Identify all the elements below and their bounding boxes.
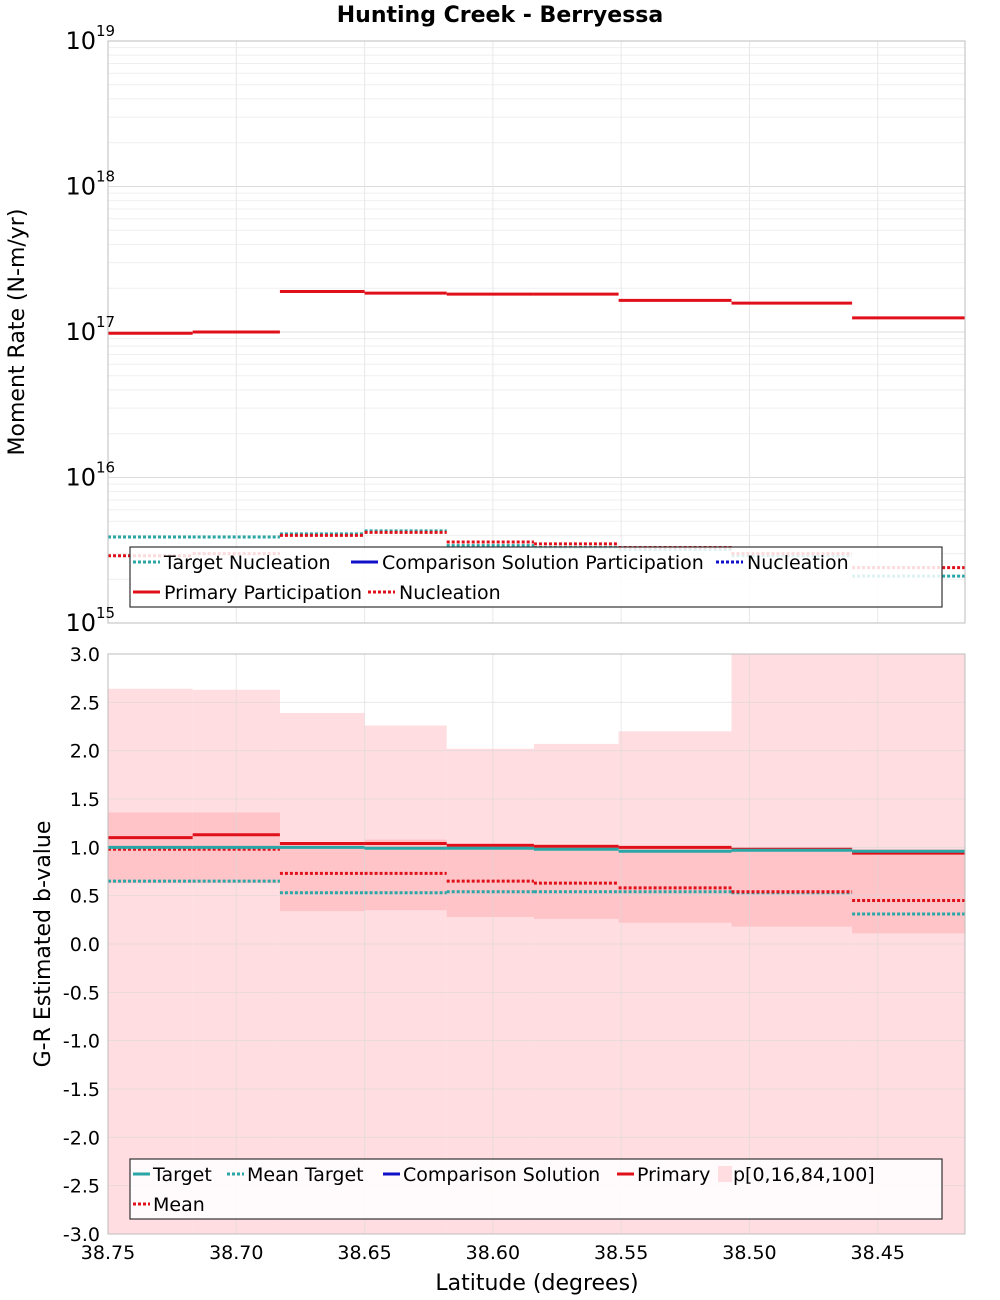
y-tick-exp: 18 (96, 168, 115, 186)
y-tick-base: 10 (65, 318, 96, 346)
y-tick-label: 10 17 (65, 313, 115, 346)
percentile-band-outer (533, 743, 619, 1234)
chart-title: Hunting Creek - Berryessa (337, 3, 663, 28)
y-tick-label: 1.5 (70, 789, 100, 811)
legend-label: Mean (153, 1194, 205, 1216)
legend-label: Target (152, 1164, 212, 1186)
y-tick-exp: 19 (96, 22, 115, 40)
y-tick-label: 2.0 (70, 741, 100, 763)
legend-frame (129, 546, 943, 608)
percentile-band-inner (279, 842, 365, 912)
y-tick-label: 10 16 (65, 459, 115, 492)
y-tick-label: 10 18 (65, 168, 115, 201)
y-tick-exp: 17 (96, 313, 115, 331)
legend-label: Comparison Solution (403, 1164, 600, 1186)
moment-rate-ylabel: Moment Rate (N-m/yr) (5, 209, 30, 456)
y-tick-label: 0.0 (70, 934, 100, 956)
y-tick-label: 10 19 (65, 22, 115, 55)
moment-rate-legend: Target Nucleation Comparison Solution Par… (129, 546, 943, 608)
y-tick-label: 10 15 (65, 604, 115, 637)
percentile-band-outer (364, 725, 447, 1234)
x-tick-label: 38.50 (722, 1242, 776, 1264)
y-tick-exp: 15 (96, 604, 115, 622)
y-tick-label: -0.5 (63, 982, 100, 1004)
percentile-band-inner (852, 849, 965, 934)
y-tick-base: 10 (65, 464, 96, 492)
percentile-band-outer (108, 688, 193, 1234)
b-value-panel: 3.0 2.5 2.0 1.5 1.0 0.5 0.0 -0.5 -1.0 -1.5 -2.0 -2.… (31, 644, 966, 1296)
b-value-legend: Target Mean Target Comparison Solution Prim… (129, 1158, 943, 1220)
latitude-xlabel: Latitude (degrees) (435, 1271, 638, 1296)
legend-swatch (718, 1166, 732, 1182)
x-tick-label: 38.70 (209, 1242, 263, 1264)
y-tick-label: 0.5 (70, 886, 100, 908)
y-tick-label: -2.5 (63, 1176, 100, 1198)
y-tick-exp: 16 (96, 459, 115, 477)
legend-label: Primary Participation (164, 582, 362, 604)
legend-frame (129, 1158, 943, 1220)
y-tick-label: 3.0 (70, 644, 100, 666)
x-tick-label: 38.60 (466, 1242, 520, 1264)
percentile-band-inner (731, 848, 853, 927)
x-tick-label: 38.75 (81, 1242, 135, 1264)
percentile-band-inner (618, 846, 732, 923)
y-tick-base: 10 (65, 27, 96, 55)
y-tick-label: -1.5 (63, 1079, 100, 1101)
y-tick-base: 10 (65, 609, 96, 637)
percentile-band-outer (279, 712, 365, 1234)
y-tick-label: -1.0 (63, 1031, 100, 1053)
b-value-plot-frame (107, 653, 966, 1235)
y-tick-label: 2.5 (70, 692, 100, 714)
moment-rate-grid (107, 41, 965, 624)
percentile-band-outer (446, 748, 534, 1234)
x-tick-label: 38.55 (594, 1242, 648, 1264)
b-value-ylabel: G-R Estimated b-value (31, 821, 56, 1068)
legend-label: Nucleation (747, 552, 849, 574)
moment-rate-plot-frame (107, 40, 966, 624)
x-tick-label: 38.65 (337, 1242, 391, 1264)
percentile-band-outer (618, 731, 732, 1234)
legend-label: p[0,16,84,100] (733, 1164, 875, 1186)
legend-label: Nucleation (399, 582, 501, 604)
y-tick-base: 10 (65, 173, 96, 201)
y-tick-label: -2.0 (63, 1127, 100, 1149)
legend-label: Primary (637, 1164, 710, 1186)
legend-label: Mean Target (247, 1164, 364, 1186)
x-tick-label: 38.45 (851, 1242, 905, 1264)
y-tick-label: 1.0 (70, 837, 100, 859)
legend-label: Target Nucleation (163, 552, 331, 574)
percentile-band-inner (446, 843, 534, 917)
legend-label: Comparison Solution Participation (382, 552, 704, 574)
y-tick-label: -3.0 (63, 1224, 100, 1246)
